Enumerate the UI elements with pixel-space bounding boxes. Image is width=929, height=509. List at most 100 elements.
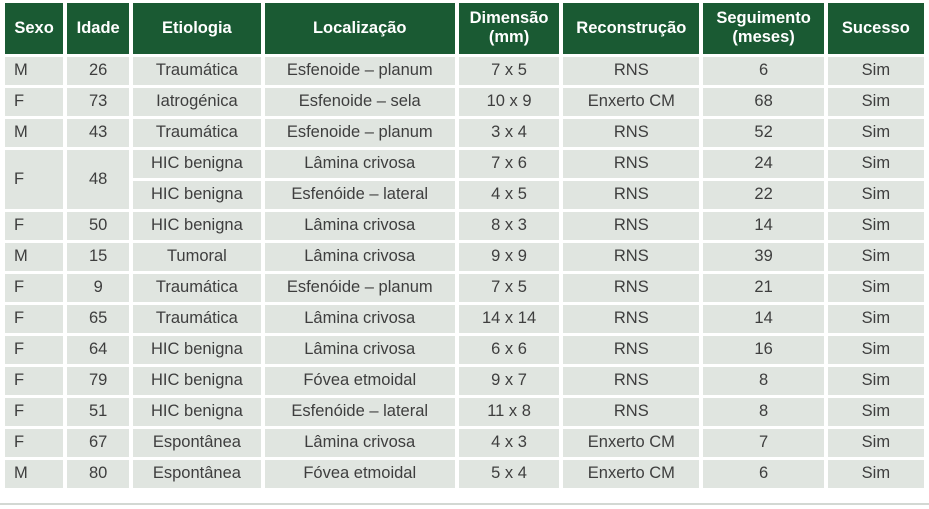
cell-reconstrucao: RNS xyxy=(563,180,700,209)
cell-dimensao: 11 x 8 xyxy=(458,397,560,426)
table-row: HIC benigna Esfenóide – lateral 4 x 5 RN… xyxy=(5,180,924,209)
column-header-idade: Idade xyxy=(67,3,130,54)
cell-seguimento: 6 xyxy=(703,459,824,488)
cell-seguimento: 21 xyxy=(703,273,824,302)
cell-seguimento: 16 xyxy=(703,335,824,364)
cell-sexo: M xyxy=(5,118,64,147)
cell-idade: 64 xyxy=(67,335,130,364)
cell-sexo: M xyxy=(5,56,64,85)
table-row: F 73 Iatrogénica Esfenoide – sela 10 x 9… xyxy=(5,87,924,116)
table-header: Sexo Idade Etiologia Localização Dimensã… xyxy=(5,3,924,54)
cell-reconstrucao: RNS xyxy=(563,273,700,302)
table-body: M 26 Traumática Esfenoide – planum 7 x 5… xyxy=(5,56,924,488)
cell-sucesso: Sim xyxy=(827,428,924,457)
cell-dimensao: 9 x 7 xyxy=(458,366,560,395)
cell-idade: 43 xyxy=(67,118,130,147)
cell-dimensao: 7 x 6 xyxy=(458,149,560,178)
cell-sucesso: Sim xyxy=(827,56,924,85)
cell-localizacao: Esfenoide – planum xyxy=(264,56,455,85)
cell-idade: 51 xyxy=(67,397,130,426)
cell-reconstrucao: RNS xyxy=(563,118,700,147)
cell-sexo: F xyxy=(5,304,64,333)
cell-dimensao: 7 x 5 xyxy=(458,56,560,85)
cell-sucesso: Sim xyxy=(827,149,924,178)
cell-localizacao: Fóvea etmoidal xyxy=(264,366,455,395)
cell-sucesso: Sim xyxy=(827,273,924,302)
table-row: M 26 Traumática Esfenoide – planum 7 x 5… xyxy=(5,56,924,85)
cell-seguimento: 52 xyxy=(703,118,824,147)
cell-sexo: F xyxy=(5,335,64,364)
cell-etiologia: HIC benigna xyxy=(133,335,261,364)
cell-reconstrucao: Enxerto CM xyxy=(563,87,700,116)
cell-sucesso: Sim xyxy=(827,397,924,426)
cell-dimensao: 14 x 14 xyxy=(458,304,560,333)
cell-dimensao: 5 x 4 xyxy=(458,459,560,488)
table-row: F 67 Espontânea Lâmina crivosa 4 x 3 Enx… xyxy=(5,428,924,457)
cell-seguimento: 14 xyxy=(703,211,824,240)
cell-localizacao: Lâmina crivosa xyxy=(264,428,455,457)
cell-sexo-merged: F xyxy=(5,149,64,209)
cell-reconstrucao: RNS xyxy=(563,149,700,178)
cell-etiologia: HIC benigna xyxy=(133,180,261,209)
table-row: F 9 Traumática Esfenóide – planum 7 x 5 … xyxy=(5,273,924,302)
cell-etiologia: Iatrogénica xyxy=(133,87,261,116)
cell-etiologia: Traumática xyxy=(133,273,261,302)
cell-seguimento: 68 xyxy=(703,87,824,116)
cell-seguimento: 7 xyxy=(703,428,824,457)
table-row: F 79 HIC benigna Fóvea etmoidal 9 x 7 RN… xyxy=(5,366,924,395)
table-row: F 65 Traumática Lâmina crivosa 14 x 14 R… xyxy=(5,304,924,333)
cell-dimensao: 7 x 5 xyxy=(458,273,560,302)
cell-sucesso: Sim xyxy=(827,118,924,147)
cell-localizacao: Lâmina crivosa xyxy=(264,304,455,333)
cell-etiologia: HIC benigna xyxy=(133,211,261,240)
cell-reconstrucao: Enxerto CM xyxy=(563,459,700,488)
cell-dimensao: 4 x 5 xyxy=(458,180,560,209)
cell-reconstrucao: Enxerto CM xyxy=(563,428,700,457)
cell-seguimento: 39 xyxy=(703,242,824,271)
cell-localizacao: Lâmina crivosa xyxy=(264,149,455,178)
cell-seguimento: 24 xyxy=(703,149,824,178)
header-row: Sexo Idade Etiologia Localização Dimensã… xyxy=(5,3,924,54)
cell-reconstrucao: RNS xyxy=(563,335,700,364)
cell-sexo: F xyxy=(5,87,64,116)
cell-reconstrucao: RNS xyxy=(563,366,700,395)
cell-sexo: M xyxy=(5,459,64,488)
cell-sucesso: Sim xyxy=(827,366,924,395)
cell-localizacao: Esfenóide – planum xyxy=(264,273,455,302)
cell-etiologia: Tumoral xyxy=(133,242,261,271)
table-row: F 48 HIC benigna Lâmina crivosa 7 x 6 RN… xyxy=(5,149,924,209)
cell-localizacao: Fóvea etmoidal xyxy=(264,459,455,488)
cell-reconstrucao: RNS xyxy=(563,211,700,240)
cell-sexo: F xyxy=(5,211,64,240)
cell-sexo: M xyxy=(5,242,64,271)
cell-localizacao: Esfenoide – planum xyxy=(264,118,455,147)
column-header-sucesso: Sucesso xyxy=(827,3,924,54)
cell-etiologia: Traumática xyxy=(133,56,261,85)
patients-table: Sexo Idade Etiologia Localização Dimensã… xyxy=(1,0,928,491)
cell-sucesso: Sim xyxy=(827,335,924,364)
cell-idade: 67 xyxy=(67,428,130,457)
cell-etiologia: Traumática xyxy=(133,304,261,333)
column-header-dimensao: Dimensão (mm) xyxy=(458,3,560,54)
cell-reconstrucao: RNS xyxy=(563,56,700,85)
cell-localizacao: Esfenoide – sela xyxy=(264,87,455,116)
bottom-rule xyxy=(0,503,929,505)
cell-sexo: F xyxy=(5,366,64,395)
cell-sexo: F xyxy=(5,273,64,302)
cell-dimensao: 9 x 9 xyxy=(458,242,560,271)
cell-idade-merged: 48 xyxy=(67,149,130,209)
table-row: F 50 HIC benigna Lâmina crivosa 8 x 3 RN… xyxy=(5,211,924,240)
cell-sexo: F xyxy=(5,397,64,426)
cell-idade: 65 xyxy=(67,304,130,333)
cell-localizacao: Esfenóide – lateral xyxy=(264,397,455,426)
cell-reconstrucao: RNS xyxy=(563,304,700,333)
cell-idade: 79 xyxy=(67,366,130,395)
cell-seguimento: 14 xyxy=(703,304,824,333)
cell-reconstrucao: RNS xyxy=(563,242,700,271)
cell-seguimento: 8 xyxy=(703,366,824,395)
cell-etiologia: HIC benigna xyxy=(133,366,261,395)
cell-idade: 26 xyxy=(67,56,130,85)
cell-sucesso: Sim xyxy=(827,180,924,209)
table-row: M 80 Espontânea Fóvea etmoidal 5 x 4 Enx… xyxy=(5,459,924,488)
